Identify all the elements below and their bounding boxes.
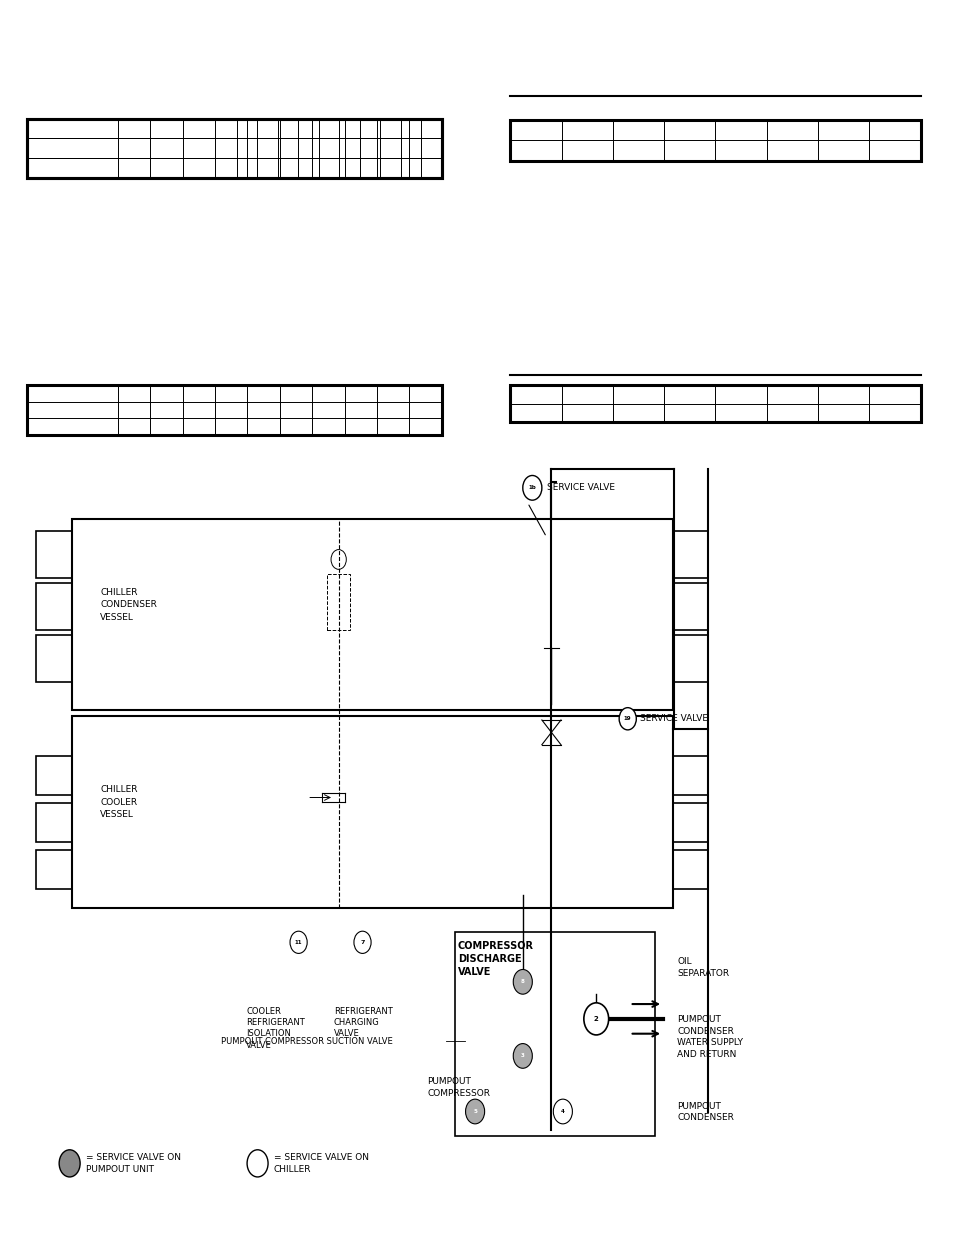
Text: 3: 3 <box>520 1053 524 1058</box>
Circle shape <box>583 1003 608 1035</box>
Bar <box>27 385 441 435</box>
Text: CHILLER
CONDENSER
VESSEL: CHILLER CONDENSER VESSEL <box>100 588 157 622</box>
Text: 11: 11 <box>294 940 302 945</box>
Circle shape <box>513 969 532 994</box>
Text: PUMPOUT
CONDENSER
WATER SUPPLY
AND RETURN: PUMPOUT CONDENSER WATER SUPPLY AND RETUR… <box>677 1015 742 1058</box>
Bar <box>672 531 707 578</box>
Bar <box>672 583 707 630</box>
Bar <box>27 119 441 178</box>
Text: SERVICE VALVE: SERVICE VALVE <box>639 714 707 724</box>
Bar <box>71 519 672 710</box>
Bar <box>36 583 71 630</box>
Circle shape <box>513 1044 532 1068</box>
Text: 7: 7 <box>360 940 364 945</box>
Text: 2: 2 <box>594 1016 598 1021</box>
Bar <box>510 385 920 422</box>
Text: 8: 8 <box>520 979 524 984</box>
Circle shape <box>618 708 636 730</box>
Circle shape <box>522 475 541 500</box>
Bar <box>672 635 707 682</box>
Text: OIL
SEPARATOR: OIL SEPARATOR <box>677 957 729 978</box>
Bar <box>36 803 71 842</box>
Bar <box>36 531 71 578</box>
Bar <box>36 635 71 682</box>
Text: REFRIGERANT
CHARGING
VALVE: REFRIGERANT CHARGING VALVE <box>334 1007 393 1039</box>
Text: PUMPOUT
CONDENSER: PUMPOUT CONDENSER <box>677 1102 734 1123</box>
Bar <box>510 120 920 161</box>
Text: PUMPOUT
COMPRESSOR: PUMPOUT COMPRESSOR <box>427 1077 490 1098</box>
Bar <box>36 850 71 889</box>
Text: = SERVICE VALVE ON
CHILLER: = SERVICE VALVE ON CHILLER <box>274 1153 369 1173</box>
Text: 19: 19 <box>623 716 631 721</box>
Circle shape <box>290 931 307 953</box>
Bar <box>71 716 672 908</box>
Bar <box>455 932 655 1136</box>
Text: 4: 4 <box>560 1109 564 1114</box>
Circle shape <box>354 931 371 953</box>
Text: COMPRESSOR
DISCHARGE
VALVE: COMPRESSOR DISCHARGE VALVE <box>457 941 534 977</box>
Bar <box>27 119 441 178</box>
Text: = SERVICE VALVE ON
PUMPOUT UNIT: = SERVICE VALVE ON PUMPOUT UNIT <box>86 1153 181 1173</box>
Text: PUMPOUT COMPRESSOR SUCTION VALVE: PUMPOUT COMPRESSOR SUCTION VALVE <box>221 1036 393 1046</box>
Circle shape <box>59 1150 80 1177</box>
Text: CHILLER
COOLER
VESSEL: CHILLER COOLER VESSEL <box>100 785 137 820</box>
Circle shape <box>553 1099 572 1124</box>
Text: 5: 5 <box>473 1109 476 1114</box>
Bar <box>36 756 71 795</box>
Text: SERVICE VALVE: SERVICE VALVE <box>546 483 614 493</box>
Bar <box>327 574 350 630</box>
Circle shape <box>247 1150 268 1177</box>
Bar <box>672 850 707 889</box>
Text: 1b: 1b <box>528 485 536 490</box>
Bar <box>672 756 707 795</box>
Bar <box>672 803 707 842</box>
Circle shape <box>465 1099 484 1124</box>
Text: COOLER
REFRIGERANT
ISOLATION
VALVE: COOLER REFRIGERANT ISOLATION VALVE <box>246 1007 305 1050</box>
